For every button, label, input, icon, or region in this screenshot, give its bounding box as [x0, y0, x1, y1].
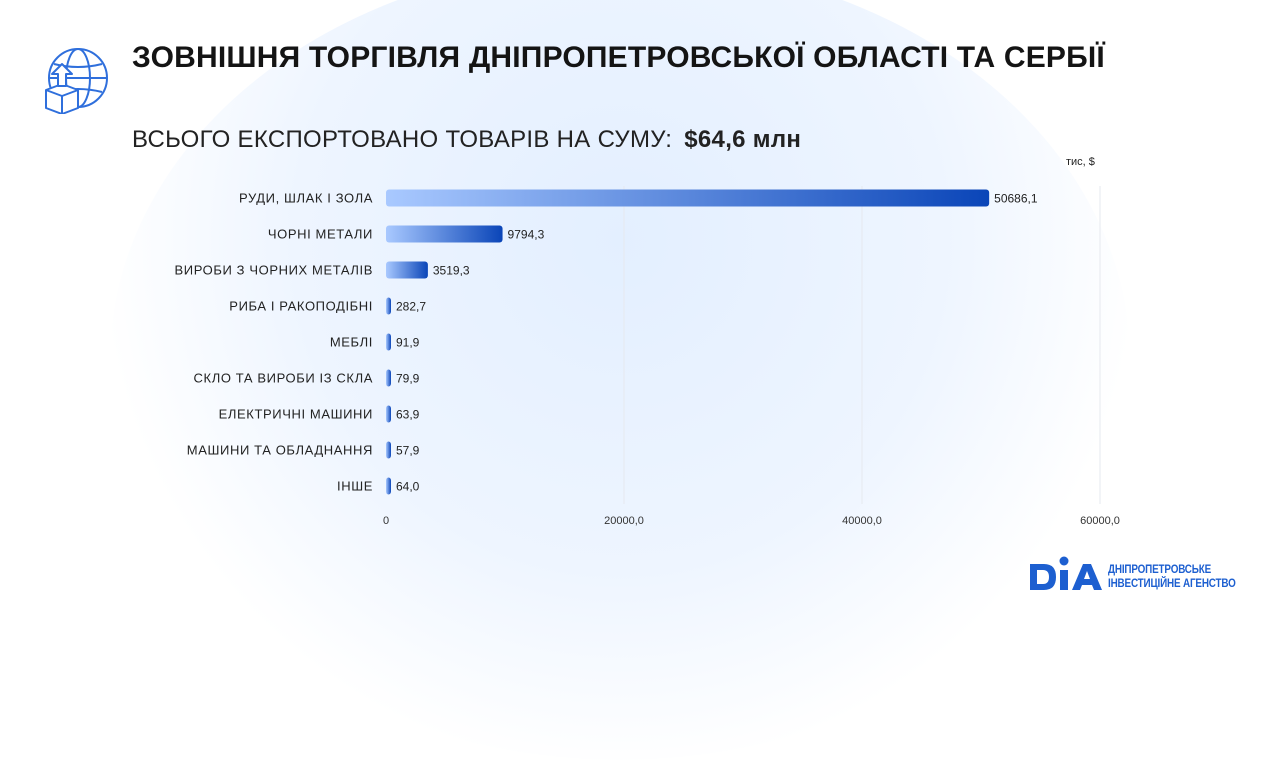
category-label: ВИРОБИ З ЧОРНИХ МЕТАЛІВ	[174, 263, 373, 278]
bar	[386, 189, 990, 207]
dia-logo-line1: ДНІПРОПЕТРОВСЬКЕ	[1108, 564, 1212, 576]
data-label: 63,9	[396, 408, 420, 422]
export-bar-chart: 0 20000,0 40000,0 60000,0 РУДИ, ШЛАК І ЗОЛА 5…	[174, 186, 1120, 527]
page-title: ЗОВНІШНЯ ТОРГІВЛЯ ДНІПРОПЕТРОВСЬКОЇ ОБЛА…	[132, 41, 1105, 74]
x-tick-label: 60000,0	[1080, 515, 1120, 527]
category-label: ЕЛЕКТРИЧНІ МАШИНИ	[219, 407, 373, 422]
category-label: РУДИ, ШЛАК І ЗОЛА	[239, 191, 373, 206]
data-label: 3519,3	[433, 264, 470, 278]
bar	[386, 297, 391, 315]
data-label: 91,9	[396, 336, 420, 350]
background-glow	[110, 0, 1130, 760]
bar	[386, 225, 503, 243]
data-label: 64,0	[396, 480, 420, 494]
x-tick-label: 0	[383, 515, 389, 527]
dia-logo-text: ДНІПРОПЕТРОВСЬКЕ ІНВЕСТИЦІЙНЕ АГЕНСТВО	[1108, 563, 1237, 591]
bar	[386, 261, 428, 279]
category-label: МАШИНИ ТА ОБЛАДНАННЯ	[187, 443, 373, 458]
data-label: 50686,1	[994, 192, 1038, 206]
bar	[386, 477, 391, 495]
category-label: МЕБЛІ	[330, 335, 373, 350]
category-label: СКЛО ТА ВИРОБИ ІЗ СКЛА	[194, 371, 373, 386]
data-label: 57,9	[396, 444, 420, 458]
chart-unit-label: тис, $	[1066, 156, 1095, 168]
x-tick-label: 40000,0	[842, 515, 882, 527]
bar	[386, 369, 391, 387]
bar	[386, 441, 391, 459]
category-label: ЧОРНІ МЕТАЛИ	[268, 227, 373, 242]
globe-export-icon	[45, 48, 108, 114]
export-total-line: ВСЬОГО ЕКСПОРТОВАНО ТОВАРІВ НА СУМУ: $64,…	[132, 126, 801, 154]
category-label: ІНШЕ	[337, 479, 373, 494]
bar	[386, 333, 391, 351]
dia-logo-line2: ІНВЕСТИЦІЙНЕ АГЕНСТВО	[1108, 578, 1236, 590]
data-label: 79,9	[396, 372, 420, 386]
category-label: РИБА І РАКОПОДІБНІ	[229, 299, 373, 314]
x-tick-label: 20000,0	[604, 515, 644, 527]
export-total-value: $64,6 млн	[684, 126, 802, 153]
data-label: 282,7	[396, 300, 426, 314]
bar	[386, 405, 391, 423]
export-total-label: ВСЬОГО ЕКСПОРТОВАНО ТОВАРІВ НА СУМУ:	[132, 126, 673, 153]
dia-logo	[1030, 556, 1102, 590]
data-label: 9794,3	[508, 228, 545, 242]
